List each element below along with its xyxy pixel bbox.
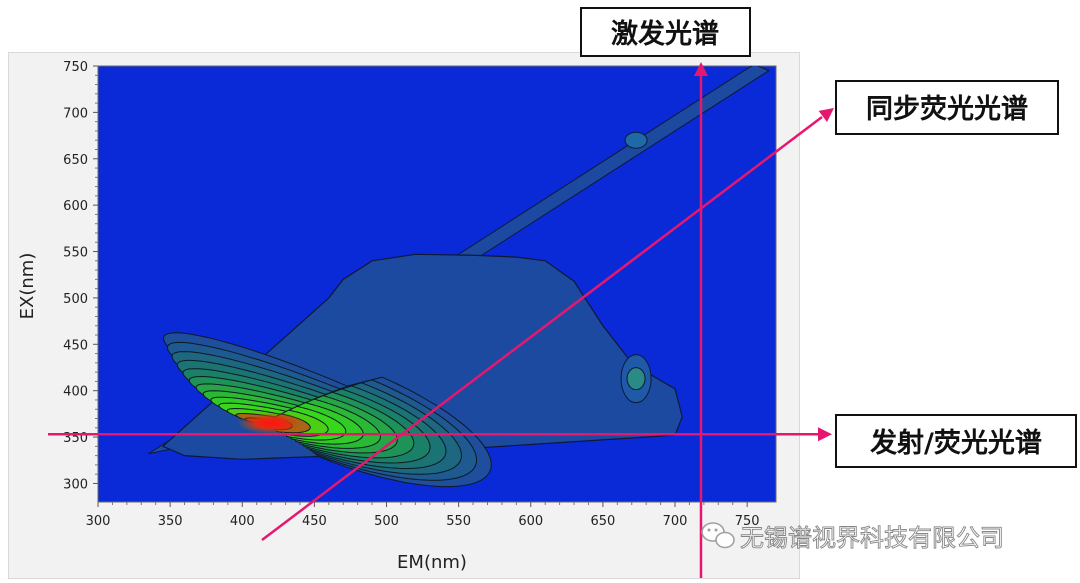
synchronous-label-text: 同步荧光光谱	[866, 93, 1028, 125]
x-tick-label: 300	[86, 514, 111, 529]
x-tick-label: 350	[158, 514, 183, 529]
excitation-label: 激发光谱	[580, 7, 751, 57]
y-tick-label: 600	[63, 199, 88, 214]
y-tick-label: 550	[63, 246, 88, 261]
x-tick-label: 550	[446, 514, 471, 529]
y-axis-label: EX(nm)	[17, 253, 38, 320]
synchronous-line	[261, 116, 823, 541]
scatter-blob	[624, 131, 648, 149]
y-tick-label: 500	[63, 292, 88, 307]
synchronous-arrowhead	[818, 108, 834, 123]
excitation-arrowhead	[693, 62, 708, 76]
y-tick-label: 450	[63, 338, 88, 353]
watermark: 无锡谱视界科技有限公司	[701, 522, 1004, 552]
x-tick-label: 650	[590, 514, 615, 529]
x-axis: 300 350 400 450 500 550 600 650 700 750	[86, 502, 760, 529]
x-tick-label: 600	[518, 514, 543, 529]
x-tick-label: 500	[374, 514, 399, 529]
y-tick-label: 650	[63, 153, 88, 168]
contour-layer	[148, 66, 770, 488]
emission-label-text: 发射/荧光光谱	[869, 427, 1042, 459]
y-tick-label: 300	[63, 477, 88, 492]
emission-arrowhead	[818, 427, 832, 442]
x-axis-label: EM(nm)	[397, 552, 467, 573]
secondary-peak-inner	[626, 367, 646, 391]
x-tick-label: 700	[663, 514, 688, 529]
emission-label: 发射/荧光光谱	[835, 414, 1077, 468]
y-tick-label: 700	[63, 106, 88, 121]
annotation-overlay	[48, 62, 834, 578]
y-tick-label: 750	[63, 60, 88, 75]
x-tick-label: 400	[230, 514, 255, 529]
peak-core	[237, 412, 306, 435]
watermark-text: 无锡谱视界科技有限公司	[740, 524, 1004, 552]
synchronous-label: 同步荧光光谱	[835, 80, 1059, 135]
x-tick-label: 750	[735, 514, 760, 529]
x-tick-label: 450	[302, 514, 327, 529]
y-tick-label: 400	[63, 385, 88, 400]
wechat-icon	[701, 522, 735, 549]
excitation-label-text: 激发光谱	[611, 18, 719, 50]
